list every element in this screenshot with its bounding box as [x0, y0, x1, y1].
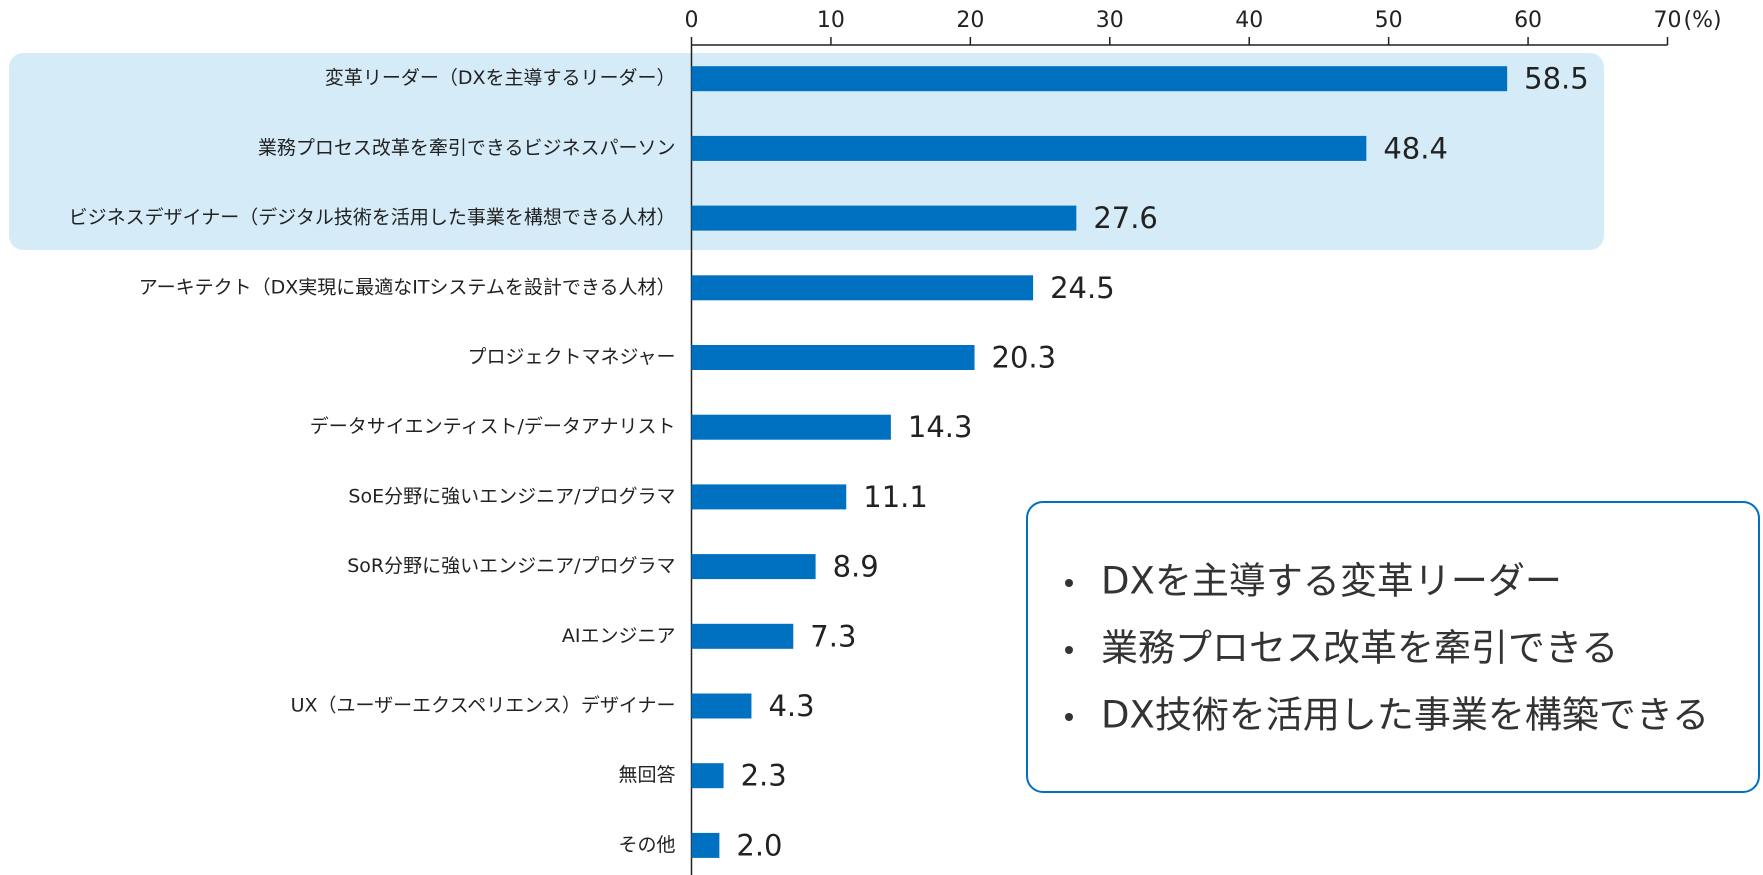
- x-tick-label: 60: [1514, 8, 1542, 33]
- x-tick-label: 40: [1235, 8, 1263, 33]
- value-label: 48.4: [1383, 131, 1448, 165]
- bar: [691, 66, 1508, 92]
- category-label: データサイエンティスト/データアナリスト: [310, 416, 676, 438]
- bullet: [1065, 579, 1073, 587]
- value-label: 24.5: [1050, 271, 1115, 305]
- bar: [691, 205, 1077, 231]
- bar: [691, 275, 1034, 301]
- bar: [691, 484, 847, 510]
- x-tick-label: 30: [1096, 8, 1124, 33]
- annotation-item: DX技術を活用した事業を構築できる: [1101, 694, 1709, 737]
- category-label: 業務プロセス改革を牽引できるビジネスパーソン: [258, 137, 676, 159]
- x-tick-label: 0: [685, 8, 699, 33]
- value-label: 4.3: [768, 689, 814, 723]
- value-label: 20.3: [992, 341, 1057, 375]
- bar: [691, 832, 720, 858]
- annotation-box: [1026, 501, 1760, 793]
- value-label: 7.3: [810, 619, 856, 653]
- bar: [691, 345, 975, 370]
- category-label: SoR分野に強いエンジニア/プログラマ: [347, 555, 675, 577]
- bar: [691, 135, 1367, 161]
- bar: [691, 693, 752, 719]
- category-label: UX（ユーザーエクスペリエンス）デザイナー: [291, 695, 676, 717]
- annotation-item: DXを主導する変革リーダー: [1101, 560, 1562, 603]
- x-tick-label: 50: [1375, 8, 1403, 33]
- value-label: 8.9: [833, 550, 879, 584]
- category-label: アーキテクト（DX実現に最適なITシステムを設計できる人材）: [139, 276, 676, 298]
- category-label: 無回答: [618, 764, 675, 786]
- value-label: 27.6: [1093, 201, 1158, 235]
- category-label: ビジネスデザイナー（デジタル技術を活用した事業を構想できる人材）: [69, 207, 676, 229]
- bullet: [1065, 713, 1073, 721]
- value-label: 11.1: [863, 480, 928, 514]
- bullet: [1065, 646, 1073, 654]
- category-label: 変革リーダー（DXを主導するリーダー）: [325, 67, 676, 89]
- value-label: 14.3: [908, 410, 973, 444]
- category-label: プロジェクトマネジャー: [467, 346, 675, 368]
- bar: [691, 763, 724, 789]
- value-label: 2.0: [736, 828, 782, 862]
- value-label: 2.3: [741, 759, 787, 793]
- bar: [691, 623, 794, 649]
- x-unit: (%): [1684, 8, 1722, 33]
- bar: [691, 554, 816, 580]
- annotation-item: 業務プロセス改革を牽引できる: [1101, 627, 1618, 670]
- x-tick-label: 20: [956, 8, 984, 33]
- category-label: SoE分野に強いエンジニア/プログラマ: [348, 485, 675, 507]
- category-label: その他: [618, 834, 675, 856]
- bar: [691, 414, 891, 440]
- category-label: AIエンジニア: [562, 625, 676, 647]
- x-tick-label: 10: [817, 8, 845, 33]
- value-label: 58.5: [1524, 62, 1589, 96]
- x-tick-label: 70: [1654, 8, 1682, 33]
